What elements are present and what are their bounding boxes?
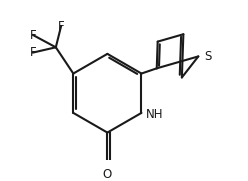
- Text: F: F: [58, 20, 64, 33]
- Text: S: S: [204, 50, 212, 63]
- Text: O: O: [103, 168, 112, 181]
- Text: F: F: [30, 29, 36, 42]
- Text: NH: NH: [146, 108, 163, 121]
- Text: F: F: [30, 46, 36, 59]
